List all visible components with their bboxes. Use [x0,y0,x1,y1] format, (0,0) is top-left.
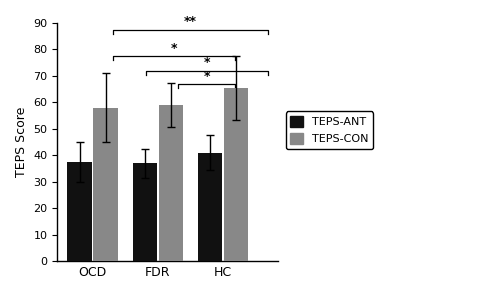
Text: *: * [171,42,177,55]
Bar [132,163,158,261]
Text: *: * [204,69,210,83]
Bar [198,153,222,261]
Bar [94,108,118,261]
Text: **: ** [184,15,197,28]
Bar [68,162,92,261]
Legend: TEPS-ANT, TEPS-CON: TEPS-ANT, TEPS-CON [286,111,374,149]
Bar [224,88,248,261]
Y-axis label: TEPS Score: TEPS Score [15,107,28,177]
Bar [158,105,184,261]
Text: *: * [204,56,210,69]
